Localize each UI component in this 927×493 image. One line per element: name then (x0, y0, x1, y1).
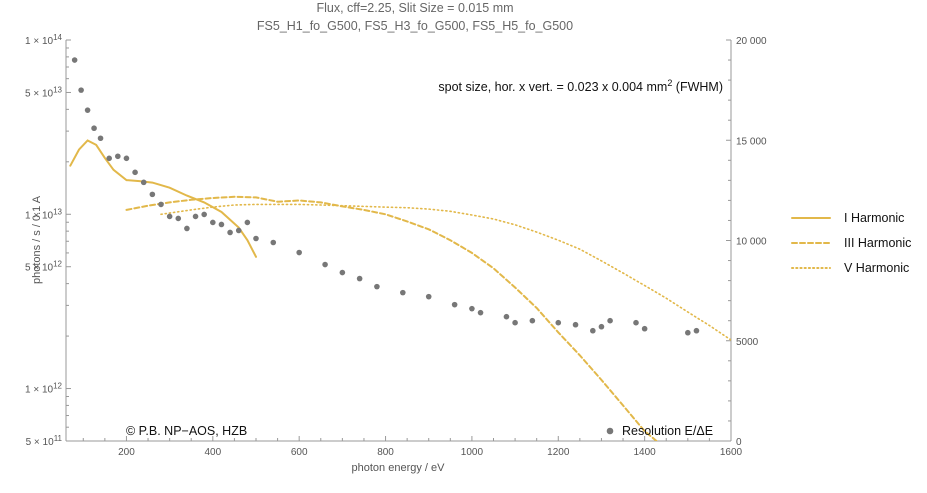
x-tick-label: 800 (377, 447, 394, 458)
resolution-point (158, 201, 164, 208)
resolution-point (123, 155, 130, 162)
y2-tick-labels: 20 000 15 000 10 000 5000 0 (736, 36, 767, 448)
resolution-point (477, 309, 484, 316)
resolution-point (235, 227, 242, 234)
x-tick-label: 1400 (634, 447, 657, 458)
y-tick-label: 5 × 1013 (25, 85, 63, 99)
resolution-point (91, 125, 97, 132)
resolution-point (166, 213, 173, 220)
resolution-point (607, 317, 613, 324)
resolution-point (555, 319, 562, 326)
resolution-point (296, 249, 302, 256)
legend-label-2: III Harmonic (844, 236, 911, 250)
y-tick-label: 5 × 1011 (26, 434, 63, 448)
x-tick-label: 1000 (461, 447, 484, 458)
copyright-text: © P.B. NP−AOS, HZB (126, 424, 247, 438)
resolution-point (572, 321, 579, 328)
y-tick-label: 1 × 1013 (25, 207, 63, 221)
resolution-point (374, 283, 380, 290)
resolution-point (132, 169, 138, 176)
y2-tick-label: 15 000 (736, 136, 767, 147)
resolution-point (106, 155, 112, 162)
series-line-2 (125, 195, 659, 441)
resolution-point (210, 219, 216, 226)
resolution-point (339, 269, 346, 276)
spot-size-tail: (FWHM) (672, 80, 723, 94)
spot-size-sup: 2 (667, 78, 672, 88)
resolution-point (503, 313, 510, 320)
resolution-point (451, 301, 458, 308)
resolution-point (227, 229, 233, 236)
resolution-point (641, 325, 648, 332)
y-tick-label: 5 × 1012 (25, 260, 63, 274)
y-axis-label: photons / s / 0.1 A (31, 195, 43, 284)
resolution-point (97, 135, 104, 142)
x-tick-label: 200 (118, 447, 135, 458)
resolution-point (633, 319, 639, 326)
y-tick-label: 1 × 1012 (25, 382, 63, 396)
resolution-point (115, 153, 121, 160)
y-tick-label: 1 × 1014 (25, 33, 63, 47)
resolution-point (693, 327, 700, 334)
resolution-point (149, 191, 156, 198)
resolution-legend-marker (606, 427, 614, 435)
resolution-point (400, 289, 406, 296)
resolution-point (140, 179, 147, 186)
resolution-point (244, 219, 251, 226)
resolution-point (425, 293, 432, 300)
series-layer (69, 139, 731, 441)
x-tick-label: 1600 (720, 447, 743, 458)
resolution-point (512, 319, 518, 326)
resolution-point (469, 305, 475, 312)
resolution-point (598, 323, 605, 330)
resolution-point (529, 317, 536, 324)
resolution-legend-label: Resolution E/ΔE (622, 424, 713, 438)
y-tick-labels: 1 × 1014 5 × 1013 1 × 1013 5 × 1012 1 × 1012… (25, 33, 63, 448)
resolution-point (685, 329, 691, 336)
resolution-points (71, 57, 700, 336)
legend-label-1: I Harmonic (844, 211, 904, 225)
resolution-point (356, 275, 363, 282)
resolution-point (270, 239, 277, 246)
y2-tick-label: 10 000 (736, 237, 767, 248)
resolution-point (71, 57, 78, 63)
y2-tick-label: 0 (736, 437, 742, 448)
chart-subtitle: FS5_H1_fo_G500, FS5_H3_fo_G500, FS5_H5_f… (257, 19, 573, 33)
chart-title: Flux, cff=2.25, Slit Size = 0.015 mm (316, 1, 513, 15)
resolution-point (322, 261, 328, 268)
resolution-point (175, 215, 182, 222)
x-tick-label: 1200 (547, 447, 570, 458)
y2-tick-label: 5000 (736, 337, 759, 348)
x-tick-label: 400 (204, 447, 221, 458)
resolution-point (192, 213, 199, 220)
plot-axes (65, 40, 732, 442)
resolution-point (184, 225, 190, 232)
resolution-point (218, 221, 225, 228)
x-tick-labels: 200 400 600 800 1000 1200 1400 1600 (118, 447, 742, 458)
y2-tick-label: 20 000 (736, 36, 767, 47)
legend: I Harmonic III Harmonic V Harmonic (791, 211, 911, 275)
series-line-3 (160, 203, 731, 341)
series-line-1 (69, 139, 257, 258)
spot-size-main: spot size, hor. x vert. = 0.023 x 0.004 … (438, 80, 667, 94)
legend-label-3: V Harmonic (844, 261, 909, 275)
spot-size-annotation: spot size, hor. x vert. = 0.023 x 0.004 … (438, 78, 723, 94)
x-axis-label: photon energy / eV (352, 462, 446, 474)
resolution-point (253, 235, 259, 242)
resolution-point (78, 87, 84, 93)
axis-ticks (66, 39, 732, 442)
resolution-point (84, 107, 91, 113)
x-tick-label: 600 (291, 447, 308, 458)
resolution-point (590, 327, 596, 334)
resolution-point (201, 211, 207, 218)
